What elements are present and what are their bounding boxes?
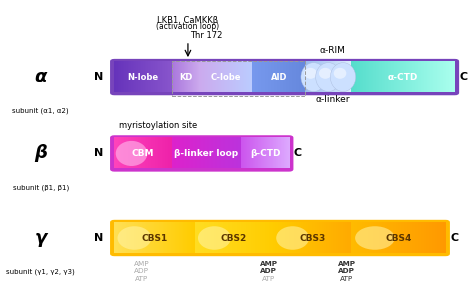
FancyBboxPatch shape <box>110 220 450 256</box>
Ellipse shape <box>319 68 332 79</box>
Text: subunit (β1, β1): subunit (β1, β1) <box>12 184 69 191</box>
Text: N: N <box>93 72 103 82</box>
Ellipse shape <box>116 141 147 166</box>
Text: ADP: ADP <box>338 268 355 274</box>
Text: AID: AID <box>271 72 287 81</box>
Text: KD: KD <box>179 72 192 81</box>
Ellipse shape <box>334 68 346 79</box>
Text: α-CTD: α-CTD <box>388 72 418 81</box>
Text: α-RIM: α-RIM <box>320 46 346 54</box>
FancyBboxPatch shape <box>110 59 459 95</box>
Text: C-lobe: C-lobe <box>210 72 241 81</box>
Text: CBS1: CBS1 <box>141 233 168 243</box>
Text: subunit (α1, α2): subunit (α1, α2) <box>12 108 69 114</box>
Text: myristoylation site: myristoylation site <box>119 121 197 129</box>
Text: β-CTD: β-CTD <box>250 149 280 158</box>
Text: ATP: ATP <box>340 276 353 282</box>
Text: CBS3: CBS3 <box>299 233 325 243</box>
Text: N-lobe: N-lobe <box>128 72 159 81</box>
Text: CBM: CBM <box>132 149 155 158</box>
Bar <box>172 61 305 96</box>
Ellipse shape <box>330 63 356 91</box>
Ellipse shape <box>301 63 326 91</box>
Text: C: C <box>294 148 302 158</box>
Ellipse shape <box>304 68 317 79</box>
Text: AMP: AMP <box>338 261 356 266</box>
Text: N: N <box>93 148 103 158</box>
Text: Thr 172: Thr 172 <box>190 31 223 40</box>
Text: CBS4: CBS4 <box>385 233 412 243</box>
Text: subunit (γ1, γ2, γ3): subunit (γ1, γ2, γ3) <box>6 269 75 275</box>
Text: (activation loop): (activation loop) <box>156 22 219 31</box>
Text: C: C <box>459 72 468 82</box>
Ellipse shape <box>316 63 341 91</box>
Text: ATP: ATP <box>262 276 275 282</box>
Text: α-linker: α-linker <box>316 96 350 104</box>
Text: β-linker loop: β-linker loop <box>174 149 238 158</box>
Ellipse shape <box>118 226 151 250</box>
Text: AMP: AMP <box>259 261 277 266</box>
FancyBboxPatch shape <box>110 135 293 172</box>
Text: CBS2: CBS2 <box>221 233 247 243</box>
Ellipse shape <box>276 226 309 250</box>
Text: AMP: AMP <box>134 261 150 266</box>
Ellipse shape <box>198 226 231 250</box>
Text: LKB1, CaMKKβ: LKB1, CaMKKβ <box>157 16 219 25</box>
Text: ATP: ATP <box>135 276 148 282</box>
Text: γ: γ <box>35 229 47 247</box>
Text: C: C <box>450 233 458 243</box>
Text: α: α <box>35 68 47 86</box>
Text: ADP: ADP <box>260 268 277 274</box>
Ellipse shape <box>355 226 395 250</box>
Text: N: N <box>93 233 103 243</box>
Text: ADP: ADP <box>135 268 149 274</box>
Text: β: β <box>34 144 47 162</box>
